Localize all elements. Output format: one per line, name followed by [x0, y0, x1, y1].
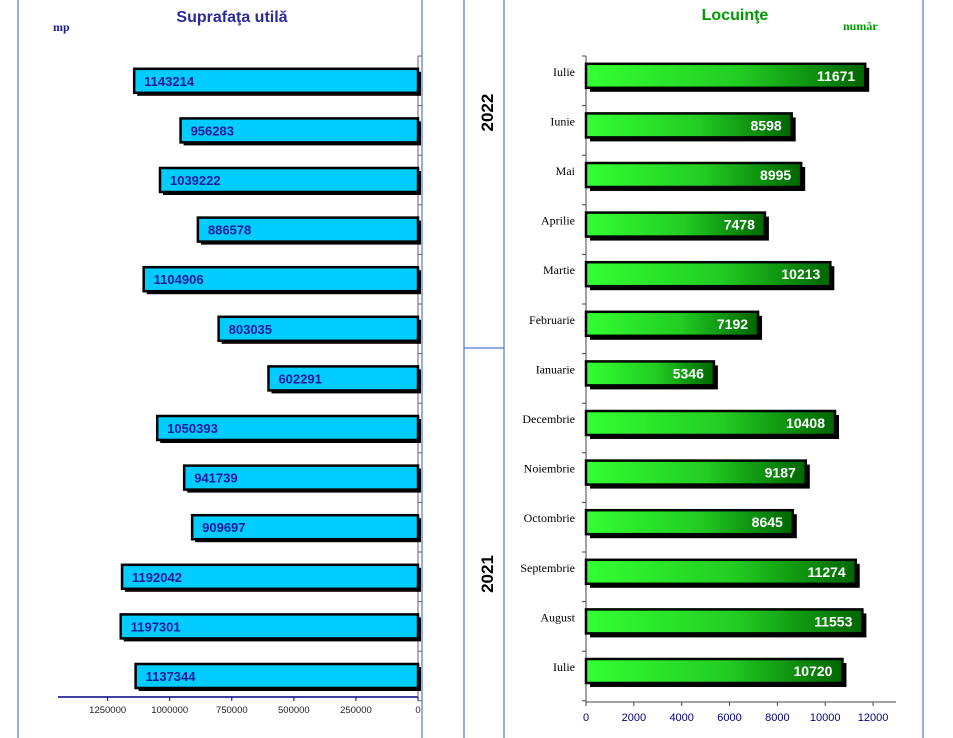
right-category-label: Februarie [529, 313, 575, 327]
right-bar [584, 459, 808, 486]
left-bar-value-label: 909697 [202, 520, 245, 535]
right-bar [584, 508, 795, 536]
left-bar-value-label: 886578 [208, 223, 251, 238]
left-chart-title: Suprafaţa utilă [176, 9, 287, 26]
left-bar [119, 613, 420, 640]
left-bar [267, 365, 420, 392]
left-bar-value-label: 941739 [194, 471, 237, 486]
left-bars: 1143214 956283 1039222 886578 1104906 803035 6… [119, 67, 422, 691]
right-bar [584, 409, 837, 437]
right-bar [584, 260, 832, 288]
right-bar [584, 360, 716, 387]
left-bar [132, 67, 420, 95]
left-x-tick-label: 500000 [278, 705, 310, 716]
left-bar-value-label: 1137344 [146, 669, 197, 684]
right-category-label: Iulie [553, 660, 575, 674]
right-bar [584, 161, 803, 189]
right-bar-value-label: 10720 [794, 663, 833, 679]
left-bar-value-label: 803035 [229, 322, 272, 337]
right-x-tick-label: 8000 [765, 712, 789, 724]
right-bar-value-label: 5346 [673, 365, 704, 381]
left-bar-value-label: 602291 [278, 371, 321, 386]
right-category-label: Ianuarie [536, 362, 575, 376]
right-bar-value-label: 7478 [724, 217, 755, 233]
left-x-tick-label: 1250000 [89, 705, 126, 716]
left-bar-value-label: 1039222 [170, 173, 221, 188]
left-x-ticks: 1250000 1000000 750000 500000 250000 0 [89, 55, 422, 716]
right-bar [584, 608, 864, 635]
right-x-tick-label: 2000 [622, 712, 646, 724]
right-bars: 11671 8598 8995 7478 10213 7192 5346 10408 9187 8… [584, 62, 870, 687]
left-bar [134, 662, 420, 690]
right-category-label: Decembrie [522, 412, 575, 426]
left-bar [182, 464, 420, 491]
right-bar-value-label: 11553 [814, 613, 852, 629]
year-label-2021: 2021 [478, 555, 497, 593]
left-bar-value-label: 1143214 [144, 74, 195, 89]
right-category-label: Mai [556, 164, 576, 178]
right-chart-unit: număr [843, 19, 878, 33]
right-bar-value-label: 10408 [786, 415, 825, 431]
left-bar [190, 513, 420, 541]
left-chart-unit: mp [53, 20, 70, 34]
right-x-tick-label: 10000 [810, 712, 841, 724]
right-bar-value-label: 8645 [752, 514, 783, 530]
right-bar-value-label: 7192 [717, 316, 748, 332]
right-bar-value-label: 11274 [808, 564, 846, 580]
right-bar-value-label: 9187 [765, 465, 796, 481]
right-bar [584, 112, 793, 139]
right-category-label: Octombrie [524, 511, 575, 525]
left-bar-value-label: 1050393 [167, 421, 218, 436]
right-bar-value-label: 8995 [760, 167, 791, 183]
left-bar [120, 563, 420, 591]
left-x-tick-label: 750000 [216, 705, 248, 716]
left-bar-value-label: 956283 [191, 123, 234, 138]
right-chart-title: Locuinţe [702, 7, 769, 24]
left-x-tick-label: 0 [415, 705, 420, 716]
left-bar [155, 414, 420, 442]
left-bar [158, 166, 420, 194]
left-bar-value-label: 1197301 [131, 619, 181, 634]
left-x-tick-label: 1000000 [151, 705, 188, 716]
right-category-label: Iunie [550, 114, 575, 128]
right-bar [584, 62, 867, 90]
right-category-label: Iulie [553, 65, 575, 79]
left-bar-value-label: 1192042 [132, 570, 182, 585]
right-x-tick-label: 6000 [717, 712, 741, 724]
right-category-labels: Iulie Iunie Mai Aprilie Martie Februarie Ianua… [520, 65, 575, 674]
left-bar-value-label: 1104906 [154, 272, 204, 287]
right-bar-value-label: 10213 [781, 266, 820, 282]
right-bar [584, 657, 844, 685]
left-bar [142, 265, 420, 293]
right-x-tick-label: 4000 [669, 712, 693, 724]
right-category-label: Septembrie [520, 561, 575, 575]
right-bar [584, 211, 767, 238]
left-bar [179, 117, 420, 144]
left-bar [217, 315, 420, 343]
right-category-label: Noiembrie [524, 462, 575, 476]
left-bar [196, 216, 420, 243]
right-category-label: Martie [543, 263, 575, 277]
right-x-ticks: 0 2000 4000 6000 8000 10000 12000 [582, 55, 889, 724]
right-bar [584, 310, 760, 338]
right-bar [584, 558, 857, 586]
left-x-tick-label: 250000 [340, 705, 372, 716]
right-bar-value-label: 8598 [751, 117, 782, 133]
right-x-tick-label: 0 [583, 712, 589, 724]
year-label-2022: 2022 [478, 94, 497, 132]
right-category-label: Aprilie [541, 214, 575, 228]
right-bar-value-label: 11671 [817, 68, 855, 84]
right-category-label: August [540, 610, 575, 624]
right-x-tick-label: 12000 [858, 712, 889, 724]
